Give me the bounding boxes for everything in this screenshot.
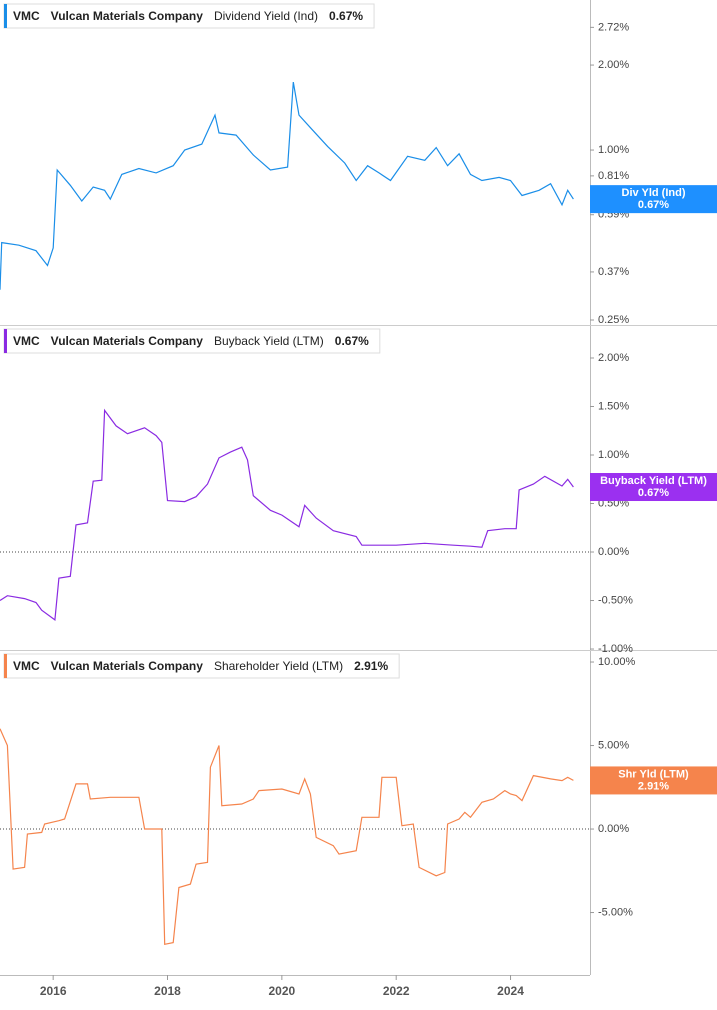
y-tick-label: 0.37% xyxy=(598,266,629,278)
legend-entry: Buyback Yield (LTM) xyxy=(214,334,324,348)
y-tick-label: 10.00% xyxy=(598,656,636,668)
y-tick-label: 1.00% xyxy=(598,449,629,461)
legend-box xyxy=(3,3,375,29)
legend-company: Vulcan Materials Company xyxy=(51,9,204,23)
legend-swatch xyxy=(4,4,7,28)
y-tick-label: 2.00% xyxy=(598,59,629,71)
panel: -5.00% 0.00% 5.00% 10.00% VMC Vulcan Material… xyxy=(0,653,717,946)
badge-value: 0.67% xyxy=(638,199,669,211)
legend-company: Vulcan Materials Company xyxy=(51,659,204,673)
legend-entry: Shareholder Yield (LTM) xyxy=(214,659,343,673)
legend-ticker: VMC xyxy=(13,9,40,23)
x-tick-label: 2024 xyxy=(497,984,524,998)
y-tick-label: 1.50% xyxy=(598,400,629,412)
y-tick-label: 1.00% xyxy=(598,144,629,156)
badge-label: Div Yld (Ind) xyxy=(622,187,686,199)
legend-swatch xyxy=(4,654,7,678)
y-tick-label: -5.00% xyxy=(598,906,633,918)
value-badge xyxy=(590,766,717,795)
y-tick-label: 5.00% xyxy=(598,739,629,751)
series-line xyxy=(0,728,574,946)
panel: 0.25%0.37%0.59%0.81%1.00%2.00%2.72%VMC Vu… xyxy=(0,3,717,326)
legend-ticker: VMC xyxy=(13,334,40,348)
badge-value: 0.67% xyxy=(638,487,669,499)
legend-entry: Dividend Yield (Ind) xyxy=(214,9,318,23)
y-tick-label: 2.00% xyxy=(598,352,629,364)
y-tick-label: 2.72% xyxy=(598,21,629,33)
y-tick-label: 0.00% xyxy=(598,823,629,835)
badge-value: 2.91% xyxy=(638,780,669,792)
x-tick-label: 2020 xyxy=(268,984,295,998)
y-tick-label: 0.00% xyxy=(598,546,629,558)
legend-ticker: VMC xyxy=(13,659,40,673)
legend-swatch xyxy=(4,329,7,353)
legend-value: 0.67% xyxy=(329,9,363,23)
y-tick-label: -1.00% xyxy=(598,643,633,655)
legend-company: Vulcan Materials Company xyxy=(51,334,204,348)
legend-value: 2.91% xyxy=(354,659,388,673)
value-badge xyxy=(590,185,717,214)
y-tick-label: 0.81% xyxy=(598,170,629,182)
series-line xyxy=(0,408,574,622)
series-line xyxy=(0,81,574,290)
badge-label: Buyback Yield (LTM) xyxy=(600,475,707,487)
x-tick-label: 2022 xyxy=(383,984,410,998)
y-tick-label: -0.50% xyxy=(598,594,633,606)
value-badge xyxy=(590,473,717,502)
x-tick-label: 2018 xyxy=(154,984,181,998)
panel: -1.00%-0.50%0.00%0.50%1.00%1.50%2.00%VMC… xyxy=(0,328,717,655)
y-tick-label: 0.25% xyxy=(598,314,629,326)
legend-value: 0.67% xyxy=(335,334,369,348)
badge-label: Shr Yld (LTM) xyxy=(618,768,689,780)
x-tick-label: 2016 xyxy=(40,984,67,998)
legend-box xyxy=(3,653,400,679)
legend-box xyxy=(3,328,381,354)
